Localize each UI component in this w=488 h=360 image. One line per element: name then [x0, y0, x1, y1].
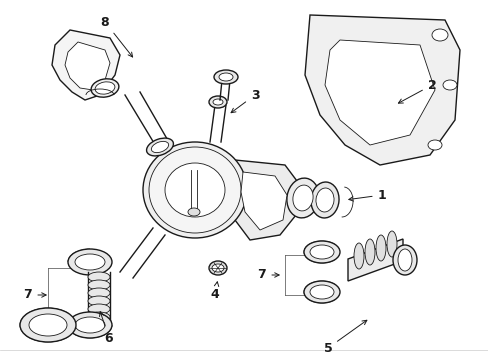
Ellipse shape	[364, 239, 374, 265]
Ellipse shape	[151, 141, 168, 153]
Ellipse shape	[95, 82, 115, 94]
Ellipse shape	[164, 163, 224, 217]
Ellipse shape	[29, 314, 67, 336]
Ellipse shape	[392, 245, 416, 275]
Text: 6: 6	[100, 312, 113, 345]
Ellipse shape	[219, 73, 232, 81]
Ellipse shape	[309, 245, 333, 259]
Polygon shape	[65, 42, 110, 90]
Ellipse shape	[375, 235, 385, 261]
Ellipse shape	[208, 96, 226, 108]
Polygon shape	[305, 15, 459, 165]
Ellipse shape	[68, 249, 112, 275]
Text: 7: 7	[23, 288, 46, 302]
Ellipse shape	[286, 178, 319, 218]
Ellipse shape	[91, 79, 119, 97]
Polygon shape	[232, 160, 299, 240]
Ellipse shape	[88, 272, 110, 282]
Text: 5: 5	[323, 320, 366, 355]
Ellipse shape	[88, 312, 110, 322]
Ellipse shape	[187, 208, 200, 216]
Ellipse shape	[304, 281, 339, 303]
Ellipse shape	[292, 185, 312, 211]
Text: 8: 8	[101, 15, 132, 57]
Ellipse shape	[309, 285, 333, 299]
Ellipse shape	[88, 280, 110, 290]
Text: 7: 7	[257, 269, 279, 282]
Ellipse shape	[386, 231, 396, 257]
Ellipse shape	[88, 304, 110, 314]
Text: 4: 4	[210, 282, 219, 302]
Ellipse shape	[397, 249, 411, 271]
Ellipse shape	[75, 317, 105, 333]
Ellipse shape	[88, 320, 110, 330]
Ellipse shape	[142, 142, 246, 238]
Text: 3: 3	[231, 89, 259, 113]
Ellipse shape	[214, 70, 238, 84]
Ellipse shape	[315, 188, 333, 212]
Ellipse shape	[353, 243, 363, 269]
Ellipse shape	[75, 254, 105, 270]
Polygon shape	[241, 172, 286, 230]
Ellipse shape	[88, 288, 110, 298]
Ellipse shape	[88, 296, 110, 306]
Ellipse shape	[213, 99, 223, 105]
Ellipse shape	[427, 140, 441, 150]
Ellipse shape	[431, 29, 447, 41]
Ellipse shape	[149, 147, 241, 233]
Polygon shape	[52, 30, 120, 100]
Ellipse shape	[212, 264, 224, 272]
Text: 1: 1	[348, 189, 386, 202]
Ellipse shape	[304, 241, 339, 263]
Ellipse shape	[442, 80, 456, 90]
Ellipse shape	[146, 138, 173, 156]
Ellipse shape	[68, 312, 112, 338]
Text: 2: 2	[398, 78, 435, 103]
Polygon shape	[347, 239, 402, 281]
Ellipse shape	[310, 182, 338, 218]
Ellipse shape	[208, 261, 226, 275]
Polygon shape	[325, 40, 434, 145]
Ellipse shape	[20, 308, 76, 342]
